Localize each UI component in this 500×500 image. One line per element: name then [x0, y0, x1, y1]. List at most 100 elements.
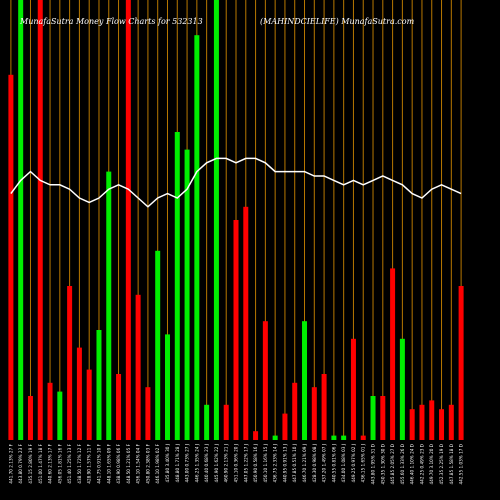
chart-bar — [311, 387, 317, 440]
x-tick-label: 448.50 1.21% 05 F — [126, 443, 131, 483]
chart-bar — [233, 220, 239, 440]
x-tick-label: 436.15 1.65% 01 J — [361, 444, 366, 483]
x-tick-label: 451.10 0.36% 20 J — [234, 444, 239, 483]
chart-bar — [116, 374, 122, 440]
chart-bar — [370, 396, 376, 440]
chart-bar — [272, 435, 278, 440]
chart-bar — [253, 431, 259, 440]
chart-bar — [155, 250, 161, 440]
x-tick-label: 448.10 1.65% 09 F — [106, 443, 111, 483]
x-tick-label: 445.85 2.05% 27 D — [390, 444, 395, 485]
x-tick-label: 448.80 1.71% 28 J — [175, 444, 180, 483]
x-tick-label: 438.90 0.98% 06 F — [116, 443, 121, 483]
x-tick-label: 449.70 3.10% 20 D — [429, 444, 434, 485]
chart-bar — [47, 382, 53, 440]
chart-bar — [429, 400, 435, 440]
chart-bar — [350, 338, 356, 440]
x-tick-label: 441.75 0.91% 10 F — [96, 443, 101, 483]
chart-bar — [145, 387, 151, 440]
chart-bar — [125, 0, 131, 440]
x-tick-label: 450.80 2.38% 03 F — [145, 443, 150, 483]
chart-bar — [282, 413, 288, 440]
chart-bar — [223, 404, 229, 440]
x-tick-label: 456.10 1.54% 04 F — [136, 443, 141, 483]
x-tick-label: 451.40 1.25% 13 F — [67, 443, 72, 483]
x-tick-label: 450.35 1.30% 30 D — [380, 444, 385, 485]
x-tick-label: 442.55 1.03% 17 D — [459, 444, 464, 485]
x-tick-label: 445.90 1.62% 22 J — [214, 444, 219, 483]
x-tick-label: 447.85 1.58% 18 D — [449, 444, 454, 485]
x-tick-label: 440.60 2.13% 17 F — [48, 443, 53, 483]
x-tick-label: 441.70 2.13% 27 F — [8, 443, 13, 483]
x-tick-label: 446.70 1.21% 09 J — [302, 444, 307, 483]
chart-bar — [448, 404, 454, 440]
chart-bar — [360, 435, 366, 440]
money-flow-line — [10, 157, 462, 208]
x-tick-labels: 441.70 2.13% 27 F 443.80 0.79% 23 F 435.15… — [8, 443, 463, 484]
chart-bar — [341, 435, 347, 440]
x-tick-label: 447.05 1.22% 17 J — [243, 444, 248, 483]
chart-bar — [213, 0, 219, 440]
x-tick-label: 436.75 2.33% 14 J — [273, 444, 278, 483]
x-tick-label: 440.95 0.91% 13 J — [282, 444, 287, 483]
chart-bar — [380, 396, 386, 440]
chart-bar — [302, 321, 308, 440]
x-tick-label: 450.90 0.58% 16 J — [253, 444, 258, 483]
x-tick-label: 443.00 0.73% 27 J — [185, 444, 190, 483]
x-tick-label: 443.80 0.79% 23 F — [18, 443, 23, 483]
x-tick-label: 460.90 2.13% 21 J — [224, 444, 229, 483]
chart-bar — [67, 286, 73, 440]
chart-title-left: MunafaSutra Money Flow Charts for 532313 — [19, 17, 203, 26]
x-tick-label: 434.00 1.08% 03 J — [341, 444, 346, 483]
x-tick-label: 452.35 2.25% 19 D — [439, 444, 444, 485]
x-tick-label: 455.60 1.33% 26 D — [400, 444, 405, 485]
chart-bar — [76, 347, 82, 440]
chart-bar — [174, 132, 180, 440]
chart-bar — [390, 268, 396, 440]
chart-bar — [135, 294, 141, 440]
chart-bar — [399, 338, 405, 440]
chart-bar — [184, 149, 190, 440]
x-tick-label: 428.90 1.57% 11 F — [87, 443, 92, 483]
chart-bar — [37, 0, 43, 440]
x-tick-label: 451.00 1.47% 18 F — [38, 443, 43, 483]
x-tick-label: 456.05 1.81% 16 F — [57, 443, 62, 483]
chart-bar — [96, 330, 102, 440]
money-flow-bars — [8, 0, 464, 441]
x-tick-label: 440.55 0.81% 06 J — [331, 444, 336, 483]
chart-bar — [86, 369, 92, 440]
x-tick-label: 435.80 3.40% 30 J — [165, 444, 170, 483]
chart-bar — [292, 382, 298, 440]
chart-bar — [204, 404, 210, 440]
x-tick-label: 442.25 0.49% 23 D — [419, 444, 424, 485]
chart-bar — [18, 0, 24, 440]
x-tick-label: 440.40 0.68% 23 J — [204, 444, 209, 483]
x-tick-label: 447.85 0.51% 10 J — [292, 444, 297, 483]
chart-bar — [106, 171, 112, 440]
chart-bar — [262, 321, 268, 440]
chart-bar — [331, 435, 337, 440]
chart-bar — [321, 374, 327, 440]
x-tick-label: 443.80 1.95% 31 D — [371, 444, 376, 485]
x-tick-label: 449.25 0.97% 02 J — [351, 444, 356, 483]
chart-bar — [419, 404, 425, 440]
chart-bar — [194, 35, 200, 440]
chart-bar — [458, 286, 464, 440]
chart-bar — [439, 409, 445, 440]
chart-bar — [27, 396, 33, 440]
chart-bar — [243, 206, 249, 440]
x-tick-label: 428.30 0.98% 08 J — [312, 444, 317, 483]
chart-title-right: (MAHINDCIELIFE) MunafaSutra.com — [260, 17, 415, 26]
x-tick-label: 446.40 1.10% 24 D — [410, 444, 415, 485]
x-tick-label: 450.10 1.16% 15 J — [263, 444, 268, 483]
chart-bar — [8, 74, 14, 441]
chart-bar — [409, 409, 415, 440]
chart-bar — [57, 391, 63, 440]
x-tick-label: 437.20 1.49% 07 J — [322, 444, 327, 483]
x-tick-label: 435.15 2.80% 19 F — [28, 443, 33, 483]
chart-bar — [164, 334, 170, 440]
x-tick-label: 446.25 1.35% 24 J — [194, 444, 199, 483]
x-tick-label: 438.50 1.72% 12 F — [77, 443, 82, 483]
